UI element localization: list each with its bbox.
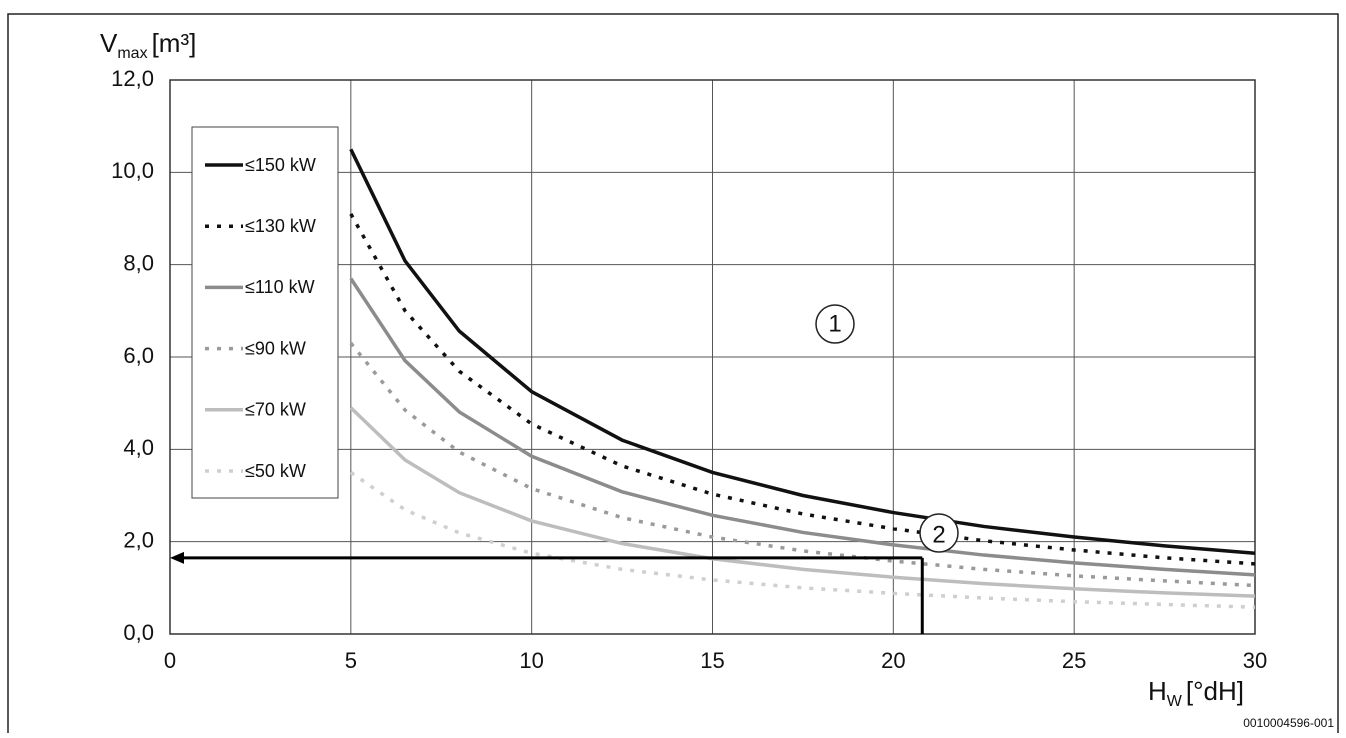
grid: 0 5 10 15 20 25 30 0,0 2,0 4,0 6,0 8,0 10,0 12,0 xyxy=(111,66,1267,673)
x-tick-label: 10 xyxy=(519,648,543,673)
x-tick-label: 0 xyxy=(164,648,176,673)
x-label-main: H xyxy=(1148,676,1167,706)
series-line xyxy=(349,406,1256,598)
annotation: 1 xyxy=(828,310,841,337)
annotation: 2 xyxy=(932,521,945,548)
x-tick-label: 20 xyxy=(881,648,905,673)
x-tick-label: 25 xyxy=(1062,648,1086,673)
x-label-sub: W xyxy=(1167,693,1183,710)
series-line xyxy=(349,342,1256,588)
legend-label: ≤70 kW xyxy=(245,400,306,420)
y-label-sub: max xyxy=(117,45,147,62)
annotation-circle xyxy=(919,513,959,553)
x-axis-label: HW [°dH] xyxy=(1148,676,1244,710)
legend-label: ≤50 kW xyxy=(245,461,306,481)
legend-label: ≤90 kW xyxy=(245,338,306,358)
plot-frame xyxy=(169,79,1256,635)
legend: ≤150 kW ≤130 kW ≤110 kW ≤90 kW ≤70 kW ≤50 kW xyxy=(205,155,316,481)
legend-box xyxy=(191,126,339,499)
legend-label: ≤130 kW xyxy=(245,216,316,236)
y-tick-label: 0,0 xyxy=(123,620,154,645)
y-tick-label: 6,0 xyxy=(123,343,154,368)
annotation-circle xyxy=(815,304,855,344)
lines xyxy=(170,148,1256,634)
y-tick-label: 4,0 xyxy=(123,435,154,460)
x-label-unit: [°dH] xyxy=(1186,676,1244,706)
reading-arrowhead xyxy=(170,551,184,564)
y-tick-label: 12,0 xyxy=(111,66,154,91)
series-line xyxy=(349,277,1256,577)
y-tick-label: 2,0 xyxy=(123,527,154,552)
x-tick-label: 5 xyxy=(345,648,357,673)
frame xyxy=(7,13,1339,733)
series-line xyxy=(349,148,1256,555)
y-label-main: V xyxy=(100,28,118,58)
y-axis-label: Vmax [m³] xyxy=(100,28,196,62)
legend-label: ≤110 kW xyxy=(245,277,315,297)
x-tick-label: 15 xyxy=(700,648,724,673)
legend-label: ≤150 kW xyxy=(245,155,316,175)
x-tick-label: 30 xyxy=(1243,648,1267,673)
y-tick-label: 10,0 xyxy=(111,158,154,183)
y-label-unit: [m³] xyxy=(152,28,197,58)
y-tick-label: 8,0 xyxy=(123,250,154,275)
figure-code: 0010004596-001 xyxy=(1243,716,1334,730)
